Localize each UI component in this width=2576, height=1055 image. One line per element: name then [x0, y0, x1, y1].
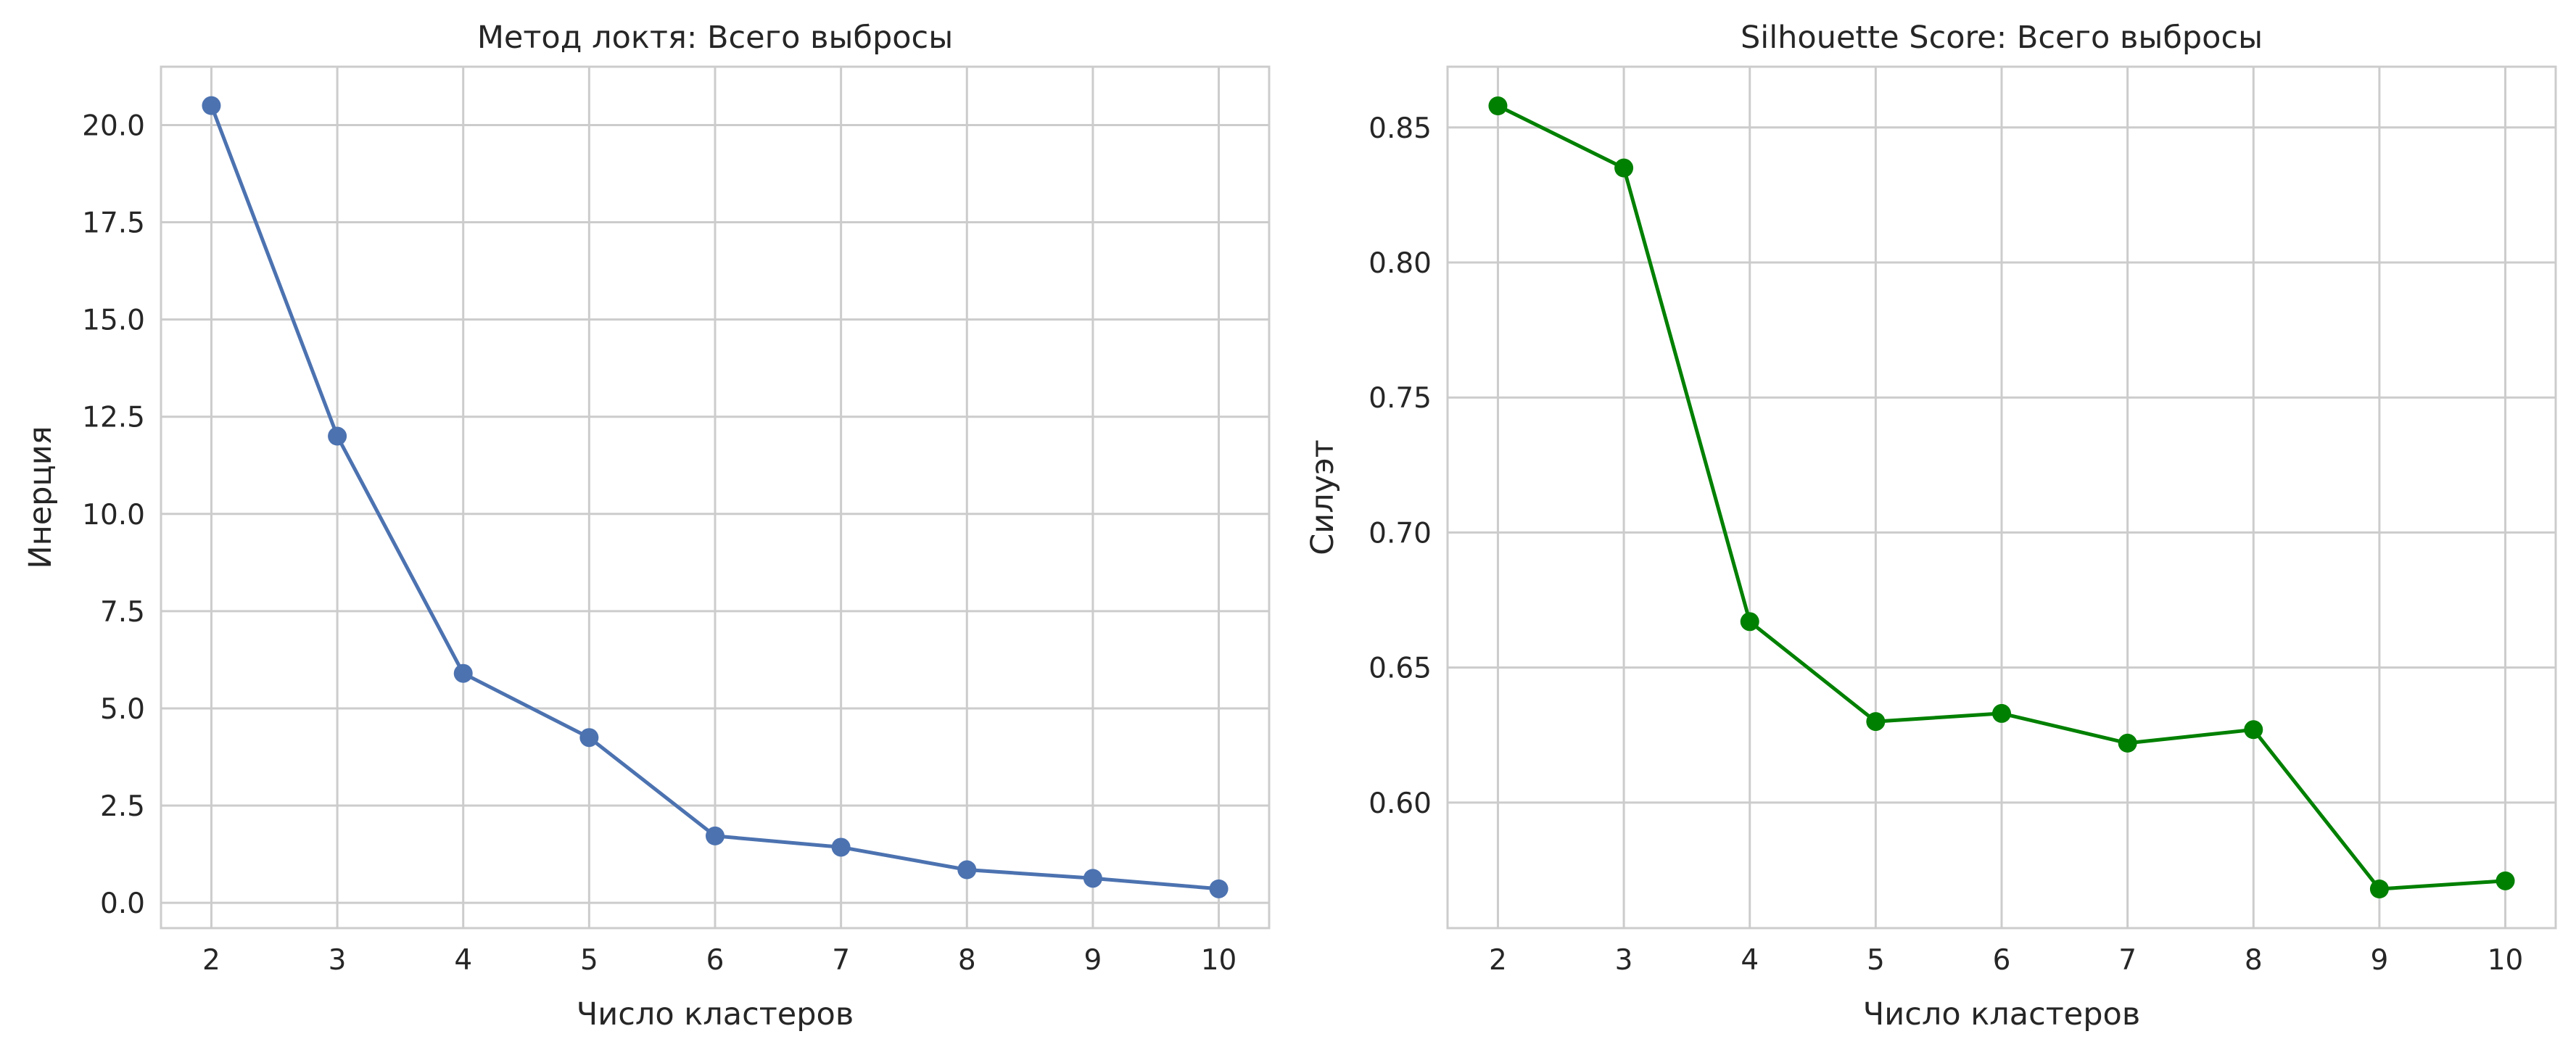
silhouette-x-tick-label: 9 — [2370, 944, 2388, 977]
silhouette-data-point — [1992, 703, 2011, 723]
elbow-data-point — [706, 826, 724, 845]
elbow-y-tick-label: 20.0 — [82, 109, 145, 142]
silhouette-y-tick-label: 0.70 — [1368, 517, 1432, 550]
silhouette-x-tick-label: 4 — [1741, 944, 1759, 977]
silhouette-y-tick-label: 0.85 — [1368, 112, 1432, 145]
elbow-data-point — [202, 96, 221, 115]
silhouette-data-point — [1740, 612, 1759, 632]
elbow-x-tick-label: 8 — [958, 944, 976, 977]
elbow-x-tick-label: 2 — [202, 944, 220, 977]
elbow-x-tick-label: 10 — [1201, 944, 1237, 977]
silhouette-chart: 2 3 4 5 6 7 8 9 10 0.60 0.65 0.70 0.75 0.80 0.85 Silho… — [1305, 20, 2557, 1033]
elbow-chart-title: Метод локтя: Всего выбросы — [477, 20, 953, 56]
silhouette-data-point — [1614, 158, 1634, 178]
elbow-y-tick-label: 10.0 — [82, 499, 145, 531]
elbow-y-tick-label: 5.0 — [100, 693, 145, 726]
elbow-x-tick-label: 3 — [329, 944, 347, 977]
silhouette-data-point — [1488, 96, 1508, 115]
elbow-y-axis-label: Инерция — [22, 426, 59, 568]
elbow-data-point — [1083, 869, 1102, 888]
elbow-chart: 2 3 4 5 6 7 8 9 10 0.0 2.5 5.0 7.5 10.0 12.5 15.0 17.5 20… — [22, 20, 1271, 1033]
elbow-data-point — [957, 860, 977, 880]
elbow-y-tick-label: 0.0 — [100, 888, 145, 920]
elbow-x-tick-label: 6 — [706, 944, 724, 977]
elbow-y-tick-label: 15.0 — [82, 305, 145, 337]
silhouette-y-axis-label: Силуэт — [1305, 439, 1341, 555]
elbow-data-point — [831, 837, 851, 857]
elbow-x-axis-label: Число кластеров — [577, 996, 854, 1033]
silhouette-y-tick-label: 0.75 — [1368, 382, 1432, 415]
silhouette-x-axis-label: Число кластеров — [1863, 996, 2140, 1033]
silhouette-data-point — [2244, 720, 2263, 740]
elbow-data-point — [1209, 879, 1229, 898]
elbow-y-tick-label: 2.5 — [100, 790, 145, 823]
silhouette-y-tick-label: 0.80 — [1368, 247, 1432, 280]
elbow-data-point — [328, 426, 347, 446]
silhouette-x-tick-label: 5 — [1867, 944, 1885, 977]
elbow-x-tick-label: 4 — [454, 944, 472, 977]
silhouette-x-tick-label: 3 — [1615, 944, 1633, 977]
silhouette-y-tick-label: 0.60 — [1368, 787, 1432, 820]
silhouette-chart-title: Silhouette Score: Всего выбросы — [1741, 20, 2263, 56]
elbow-y-tick-label: 7.5 — [100, 596, 145, 629]
silhouette-data-point — [2118, 733, 2137, 753]
elbow-x-tick-label: 9 — [1083, 944, 1102, 977]
elbow-data-point — [579, 728, 599, 748]
elbow-x-tick-label: 5 — [580, 944, 598, 977]
silhouette-x-tick-label: 10 — [2488, 944, 2524, 977]
silhouette-x-tick-label: 2 — [1489, 944, 1507, 977]
elbow-y-tick-label: 12.5 — [82, 402, 145, 434]
silhouette-data-point — [2496, 871, 2515, 890]
elbow-x-tick-label: 7 — [832, 944, 850, 977]
silhouette-x-tick-label: 6 — [1993, 944, 2011, 977]
silhouette-data-point — [1866, 712, 1886, 732]
elbow-y-tick-label: 17.5 — [82, 207, 145, 240]
silhouette-x-tick-label: 8 — [2245, 944, 2263, 977]
silhouette-x-tick-label: 7 — [2118, 944, 2137, 977]
silhouette-y-tick-label: 0.65 — [1368, 653, 1432, 685]
silhouette-data-point — [2369, 880, 2389, 898]
elbow-data-point — [453, 663, 473, 683]
